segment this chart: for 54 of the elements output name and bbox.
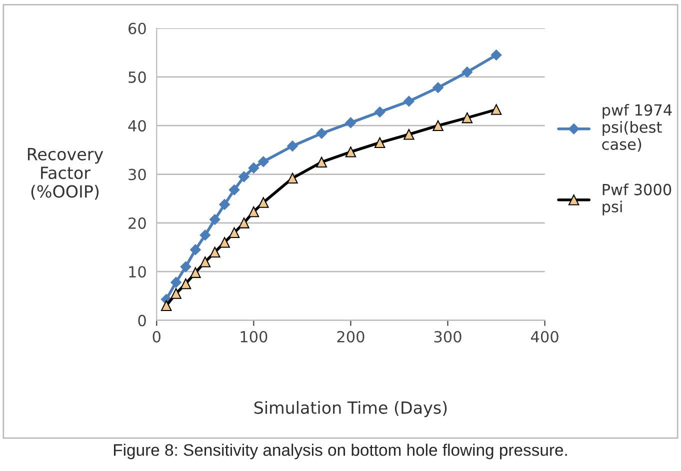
point xyxy=(170,288,182,299)
point xyxy=(345,146,356,158)
point xyxy=(228,227,240,238)
point xyxy=(287,172,298,184)
point xyxy=(462,66,473,78)
x-tick-label: 100 xyxy=(240,330,268,343)
point xyxy=(180,278,192,290)
point xyxy=(258,197,269,208)
point xyxy=(209,246,220,258)
legend-label: Pwf 3000 psi xyxy=(602,184,672,216)
y-tick-label: 40 xyxy=(128,120,146,132)
y-tick-label: 30 xyxy=(128,168,146,180)
point xyxy=(316,128,328,139)
point xyxy=(316,156,327,168)
y-tick-label: 0 xyxy=(138,314,146,326)
point xyxy=(180,261,192,272)
x-tick-label: 200 xyxy=(337,330,364,343)
point xyxy=(200,256,211,268)
y-axis-title: Recovery Factor (%OOIP) xyxy=(28,148,104,200)
point xyxy=(345,117,356,128)
x-axis-title: Simulation Time (Days) xyxy=(254,401,447,418)
point xyxy=(170,276,182,288)
point xyxy=(190,267,201,278)
point xyxy=(287,140,298,152)
point xyxy=(248,162,260,174)
x-tick-label: 400 xyxy=(530,330,558,343)
point xyxy=(238,171,250,182)
point xyxy=(160,300,172,312)
x-tick-label: 300 xyxy=(434,330,462,343)
point xyxy=(238,218,250,228)
point xyxy=(374,137,386,148)
point xyxy=(219,237,230,248)
point xyxy=(432,82,444,94)
point xyxy=(490,50,502,60)
x-tick-label: 0 xyxy=(152,330,160,343)
point xyxy=(374,106,386,118)
point xyxy=(190,244,201,256)
point xyxy=(258,156,269,168)
point xyxy=(219,199,230,210)
legend-label: pwf 1974 psi(best case) xyxy=(602,104,672,152)
point xyxy=(490,104,502,115)
caption: Figure 8: Sensitivity analysis on bottom hole flowing pressure. xyxy=(114,444,567,460)
y-tick-label: 50 xyxy=(128,71,146,83)
y-tick-label: 10 xyxy=(129,266,146,278)
y-tick-label: 60 xyxy=(128,22,146,34)
point xyxy=(209,214,220,225)
point xyxy=(200,230,211,241)
point xyxy=(228,184,240,196)
point xyxy=(432,120,444,131)
point xyxy=(248,206,260,218)
y-tick-label: 20 xyxy=(128,217,146,229)
point xyxy=(462,112,473,124)
point xyxy=(404,128,414,140)
point xyxy=(404,96,414,107)
